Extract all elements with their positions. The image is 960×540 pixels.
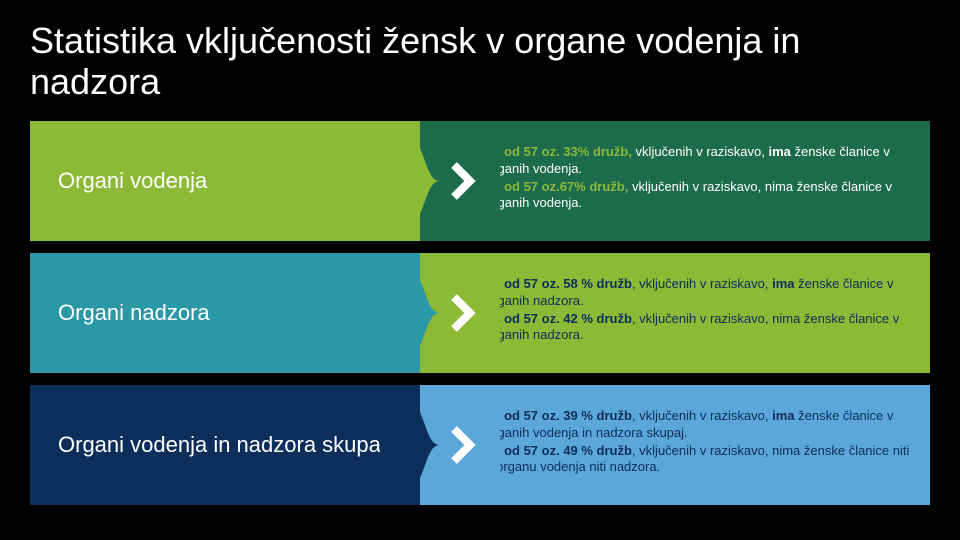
slide: Statistika vključenosti žensk v organe v… (0, 0, 960, 540)
row-vodenja: Organi vodenja 19 od 57 oz. 33% družb, v… (30, 121, 930, 241)
page-title: Statistika vključenosti žensk v organe v… (30, 20, 930, 103)
stat-1-pre: vključenih v raziskavo, (632, 144, 769, 159)
stat-2-bold: 24 od 57 oz. 42 % družb (486, 311, 632, 326)
stat-2-bold: 28 od 57 oz. 49 % družb (486, 443, 632, 458)
rows-container: Organi vodenja 19 od 57 oz. 33% družb, v… (30, 121, 930, 505)
stat-1-pre: , vključenih v raziskavo, (632, 408, 772, 423)
stat-2: 38 od 57 oz.67% družb, vključenih v razi… (486, 179, 916, 212)
stat-1: 33 od 57 oz. 58 % družb, vključenih v ra… (486, 276, 916, 309)
stat-1: 19 od 57 oz. 33% družb, vključenih v raz… (486, 144, 916, 177)
stat-1-pre: , vključenih v raziskavo, (632, 276, 772, 291)
stat-2: 24 od 57 oz. 42 % družb, vključenih v ra… (486, 311, 916, 344)
stat-1-bold: 19 od 57 oz. 33% družb, (486, 144, 632, 159)
stat-1-bold: 33 od 57 oz. 58 % družb (486, 276, 632, 291)
row-label: Organi nadzora (58, 300, 210, 326)
row-left: Organi nadzora (30, 253, 420, 373)
row-right: 33 od 57 oz. 58 % družb, vključenih v ra… (420, 253, 930, 373)
stat-1-em: ima (772, 408, 794, 423)
row-label: Organi vodenja in nadzora skupaj (58, 432, 386, 458)
row-skupaj: Organi vodenja in nadzora skupaj 22 od 5… (30, 385, 930, 505)
stat-2: 28 od 57 oz. 49 % družb, vključenih v ra… (486, 443, 916, 476)
row-right: 22 od 57 oz. 39 % družb, vključenih v ra… (420, 385, 930, 505)
row-left: Organi vodenja (30, 121, 420, 241)
stat-2-bold: 38 od 57 oz.67% družb, (486, 179, 628, 194)
row-right: 19 od 57 oz. 33% družb, vključenih v raz… (420, 121, 930, 241)
stat-1-em: ima (772, 276, 794, 291)
row-nadzora: Organi nadzora 33 od 57 oz. 58 % družb, … (30, 253, 930, 373)
stat-1-bold: 22 od 57 oz. 39 % družb (486, 408, 632, 423)
row-left: Organi vodenja in nadzora skupaj (30, 385, 420, 505)
stat-1-em: ima (769, 144, 791, 159)
row-label: Organi vodenja (58, 168, 207, 194)
stat-1: 22 od 57 oz. 39 % družb, vključenih v ra… (486, 408, 916, 441)
